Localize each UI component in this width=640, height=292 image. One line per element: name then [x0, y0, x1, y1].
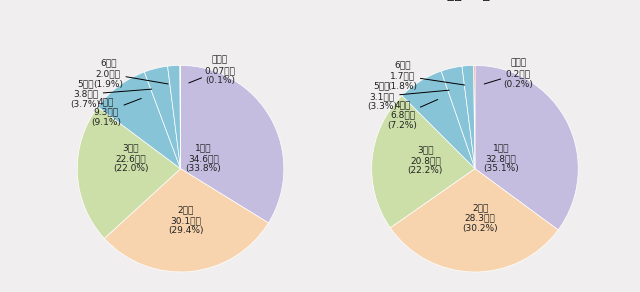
Wedge shape [104, 169, 268, 272]
Wedge shape [180, 65, 284, 223]
Wedge shape [145, 66, 180, 169]
Wedge shape [402, 71, 475, 169]
Text: 5年生
3.8万人
(3.7%): 5年生 3.8万人 (3.7%) [70, 79, 152, 109]
Text: 4年生
6.8万人
(7.2%): 4年生 6.8万人 (7.2%) [388, 100, 438, 130]
Text: 1年生
34.6万人
(33.8%): 1年生 34.6万人 (33.8%) [186, 143, 221, 173]
Wedge shape [98, 72, 180, 169]
Text: 3年生
20.8万人
(22.2%): 3年生 20.8万人 (22.2%) [408, 145, 443, 175]
Wedge shape [475, 65, 579, 230]
Wedge shape [474, 65, 475, 169]
Text: 6年生
1.7万人
(1.8%): 6年生 1.7万人 (1.8%) [388, 61, 465, 91]
Text: 4年生
9.3万人
(9.1%): 4年生 9.3万人 (9.1%) [91, 97, 141, 127]
Wedge shape [390, 169, 558, 272]
Text: 2年生
28.3万人
(30.2%): 2年生 28.3万人 (30.2%) [462, 203, 498, 233]
Text: 3年生
22.6万人
(22.0%): 3年生 22.6万人 (22.0%) [113, 143, 148, 173]
Text: その他
0.2万人
(0.2%): その他 0.2万人 (0.2%) [484, 59, 533, 88]
Wedge shape [441, 66, 475, 169]
Text: 6年生
2.0万人
(1.9%): 6年生 2.0万人 (1.9%) [93, 59, 168, 88]
Text: 2年生
30.1万人
(29.4%): 2年生 30.1万人 (29.4%) [168, 206, 204, 235]
Title: (参考)26年: (参考)26年 [443, 0, 492, 2]
Text: その他
0.07万人
(0.1%): その他 0.07万人 (0.1%) [189, 56, 236, 86]
Wedge shape [77, 107, 180, 239]
Text: 5年生
3.1万人
(3.3%): 5年生 3.1万人 (3.3%) [367, 81, 449, 111]
Wedge shape [462, 65, 475, 169]
Text: 1年生
32.8万人
(35.1%): 1年生 32.8万人 (35.1%) [483, 143, 518, 173]
Wedge shape [372, 96, 475, 228]
Wedge shape [168, 65, 180, 169]
